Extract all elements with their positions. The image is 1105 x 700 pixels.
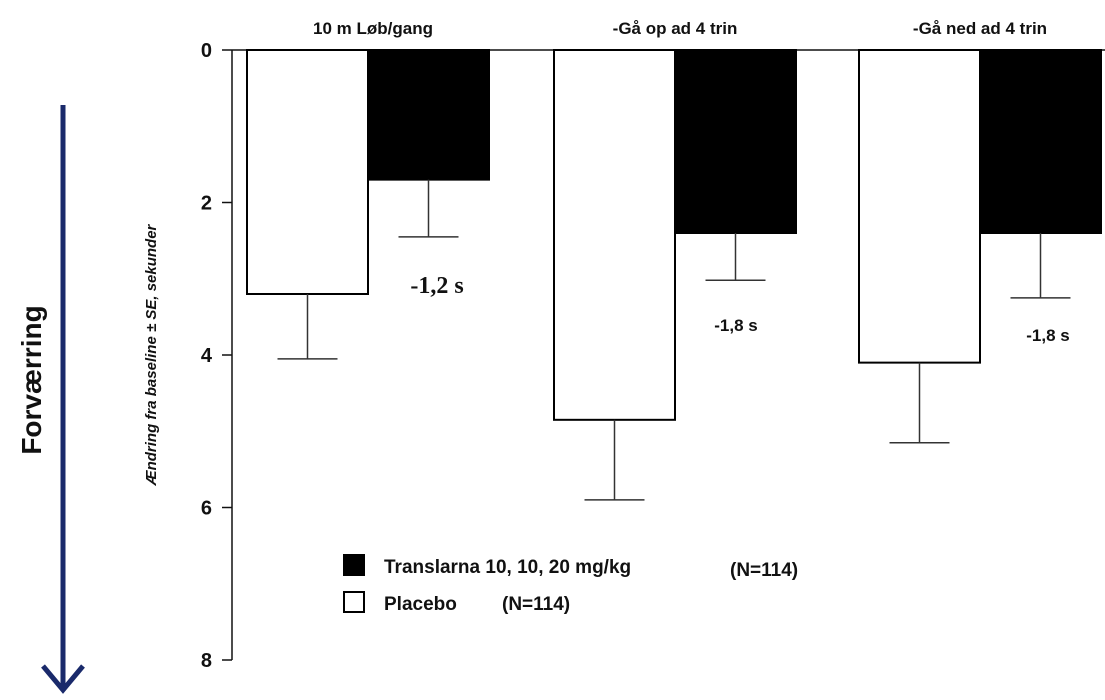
difference-label: -1,2 s xyxy=(410,273,463,299)
legend-n-placebo: (N=114) xyxy=(502,594,570,615)
category-label: -Gå op ad 4 trin xyxy=(613,19,738,38)
y-tick-label: 2 xyxy=(201,193,212,215)
bar-placebo-1 xyxy=(553,49,676,421)
y-tick-label: 6 xyxy=(201,498,212,520)
difference-label: -1,8 s xyxy=(714,316,757,335)
y-tick-label: 4 xyxy=(201,345,213,367)
bar-translarna-1 xyxy=(674,49,797,234)
bar-translarna-0 xyxy=(367,49,490,181)
legend-label-translarna: Translarna 10, 10, 20 mg/kg xyxy=(384,557,631,578)
bar-placebo-0 xyxy=(246,49,369,295)
difference-label: -1,8 s xyxy=(1026,326,1069,345)
bar-placebo-2 xyxy=(858,49,981,364)
bar-translarna-2 xyxy=(979,49,1102,234)
legend-n-translarna: (N=114) xyxy=(730,560,798,581)
legend-swatch-placebo xyxy=(343,591,365,613)
legend-label-placebo: Placebo xyxy=(384,594,457,615)
category-label: -Gå ned ad 4 trin xyxy=(913,19,1047,38)
legend-swatch-translarna xyxy=(343,554,365,576)
category-label: 10 m Løb/gang xyxy=(313,19,433,38)
y-tick-label: 0 xyxy=(201,40,212,62)
worsening-arrow-head xyxy=(41,664,85,694)
y-tick-label: 8 xyxy=(201,650,212,672)
side-label: Forværring xyxy=(16,305,47,454)
y-axis-title: Ændring fra baseline ± SE, sekunder xyxy=(143,223,160,486)
legend: Translarna 10, 10, 20 mg/kg (N=114) Plac… xyxy=(343,554,798,615)
